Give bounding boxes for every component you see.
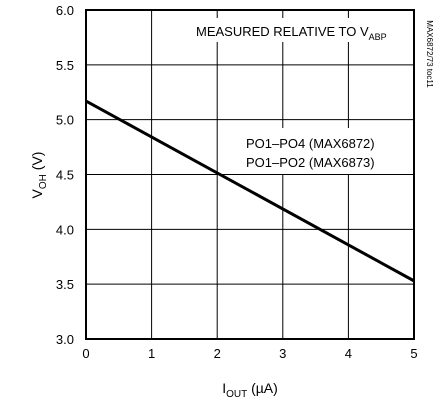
y-tick-label: 3.0 — [56, 332, 74, 347]
y-axis-label: VOH (V) — [29, 152, 49, 199]
x-tick-label: 2 — [214, 346, 221, 361]
x-tick-label: 0 — [82, 346, 89, 361]
x-axis-label-unit: (µA) — [247, 380, 278, 396]
annotation-backgrounds — [192, 18, 404, 174]
y-tick-label: 3.5 — [56, 277, 74, 292]
y-tick-label: 5.5 — [56, 58, 74, 73]
x-axis-label-sub: OUT — [226, 389, 247, 400]
series-line — [85, 99, 415, 283]
y-tick-label: 4.0 — [56, 222, 74, 237]
x-tick-label: 5 — [410, 346, 417, 361]
annotation-measured-sub: ABP — [369, 32, 387, 42]
side-label: MAX6872/73 toc11 — [425, 20, 433, 88]
y-axis-label-main: V — [29, 188, 45, 198]
legend-line-2: PO1–PO2 (MAX6873) — [246, 155, 375, 170]
y-tick-label: 5.0 — [56, 113, 74, 128]
x-tick-label: 1 — [148, 346, 155, 361]
y-tick-label: 6.0 — [56, 3, 74, 18]
x-tick-labels: 0 1 2 3 4 5 — [82, 346, 417, 361]
annotation-measured-relative: MEASURED RELATIVE TO VABP — [196, 24, 387, 42]
y-axis-label-unit: (V) — [29, 152, 45, 175]
series-layer — [85, 99, 415, 283]
y-axis-label-sub: OH — [38, 174, 49, 189]
x-axis-label-main: I — [222, 380, 226, 396]
x-tick-label: 3 — [279, 346, 286, 361]
y-tick-label: 4.5 — [56, 168, 74, 183]
legend-line-1: PO1–PO4 (MAX6872) — [246, 136, 375, 151]
grid-lines — [86, 10, 414, 339]
plot-frame — [85, 9, 415, 340]
annotation-measured-main: MEASURED RELATIVE TO V — [196, 24, 369, 39]
x-tick-label: 4 — [345, 346, 352, 361]
x-axis-label: IOUT (µA) — [222, 380, 278, 400]
y-tick-labels: 3.0 3.5 4.0 4.5 5.0 5.5 6.0 — [56, 3, 74, 347]
